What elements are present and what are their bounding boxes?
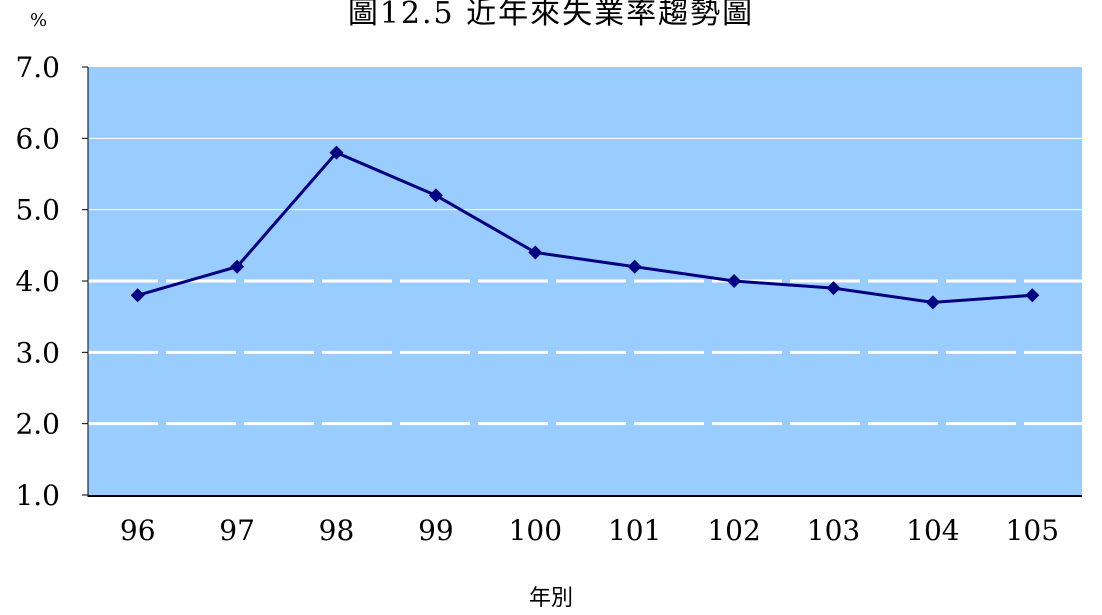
data-point-marker [130, 288, 145, 303]
y-axis-ticks: 1.0 2.0 3.0 4.0 5.0 6.0 7.0 [15, 51, 88, 512]
y-tick-label: 2.0 [15, 408, 60, 441]
chart-title: 圖12.5 近年來失業率趨勢圖 [347, 0, 755, 31]
x-tick-label: 103 [807, 514, 860, 547]
x-tick-label: 99 [418, 514, 454, 547]
y-tick-label: 7.0 [15, 51, 60, 84]
x-tick-label: 96 [120, 514, 156, 547]
x-tick-label: 100 [509, 514, 562, 547]
data-point-marker [826, 281, 841, 296]
y-tick-label: 4.0 [15, 265, 60, 298]
data-point-marker [528, 245, 543, 260]
data-point-marker [627, 259, 642, 274]
x-tick-label: 102 [707, 514, 760, 547]
x-tick-label: 98 [319, 514, 355, 547]
x-tick-label: 101 [608, 514, 661, 547]
data-point-marker [329, 145, 344, 160]
y-tick-label: 3.0 [15, 336, 60, 369]
y-tick-label: 1.0 [15, 479, 60, 512]
data-point-marker [925, 295, 940, 310]
series-line-path [137, 151, 1033, 304]
data-point-marker [230, 259, 245, 274]
data-point-marker [428, 188, 443, 203]
data-point-marker [727, 274, 742, 288]
y-tick-label: 5.0 [15, 194, 60, 227]
data-point-marker [1025, 288, 1040, 303]
series-line [137, 151, 1033, 304]
series-markers [130, 145, 1040, 310]
x-tick-label: 104 [906, 514, 959, 547]
x-tick-label: 97 [219, 514, 255, 547]
x-tick-label: 105 [1006, 514, 1059, 547]
y-axis-unit: % [30, 10, 48, 31]
x-axis-ticks: 96 97 98 99 100 101 102 103 104 105 [120, 514, 1059, 547]
y-tick-label: 6.0 [15, 122, 60, 155]
x-axis-label: 年別 [528, 586, 573, 611]
